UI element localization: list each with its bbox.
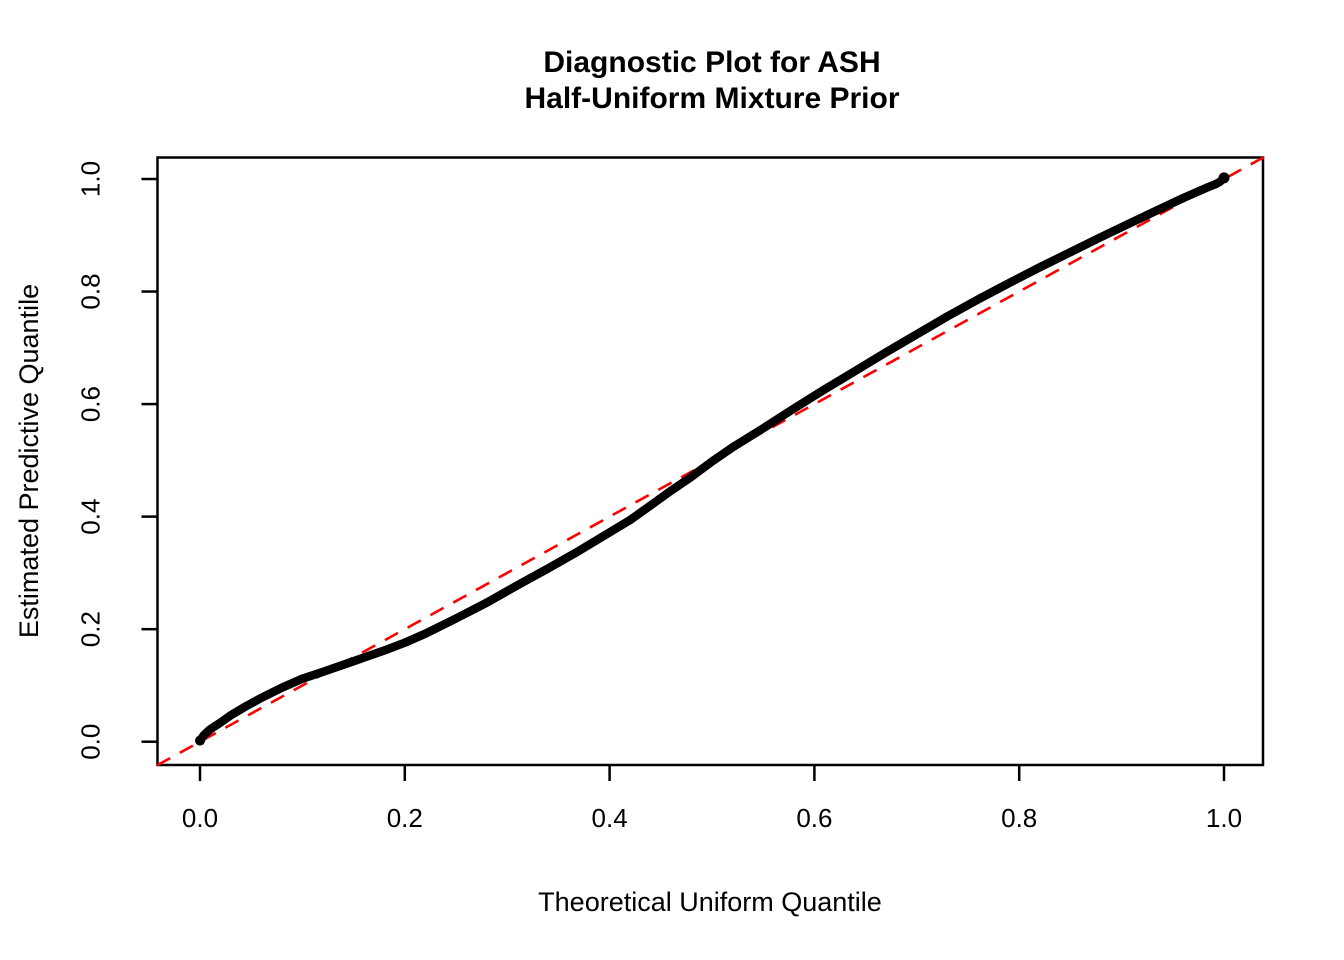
y-axis-title: Estimated Predictive Quantile: [14, 284, 44, 638]
chart-title-line1: Diagnostic Plot for ASH: [543, 46, 880, 79]
plot-box: [156, 156, 1265, 767]
x-axis-title: Theoretical Uniform Quantile: [538, 887, 882, 917]
y-tick-label: 0.6: [76, 386, 106, 422]
x-tick-label: 0.0: [182, 803, 218, 833]
chart-title-line2: Half-Uniform Mixture Prior: [524, 82, 899, 115]
y-tick-label: 1.0: [76, 161, 106, 197]
y-tick-label: 0.4: [76, 499, 106, 535]
quantile-curve: [195, 172, 1230, 746]
x-tick-label: 0.2: [387, 803, 423, 833]
x-axis-ticks: 0.0 0.2 0.4 0.6 0.8 1.0: [182, 765, 1242, 833]
y-axis-ticks: 0.0 0.2 0.4 0.6 0.8 1.0: [76, 161, 158, 760]
x-tick-label: 0.6: [796, 803, 832, 833]
y-tick-label: 0.8: [76, 273, 106, 309]
y-tick-label: 0.0: [76, 724, 106, 760]
x-tick-label: 0.8: [1001, 803, 1037, 833]
y-tick-label: 0.2: [76, 611, 106, 647]
x-tick-label: 0.4: [592, 803, 628, 833]
x-tick-label: 1.0: [1206, 803, 1242, 833]
